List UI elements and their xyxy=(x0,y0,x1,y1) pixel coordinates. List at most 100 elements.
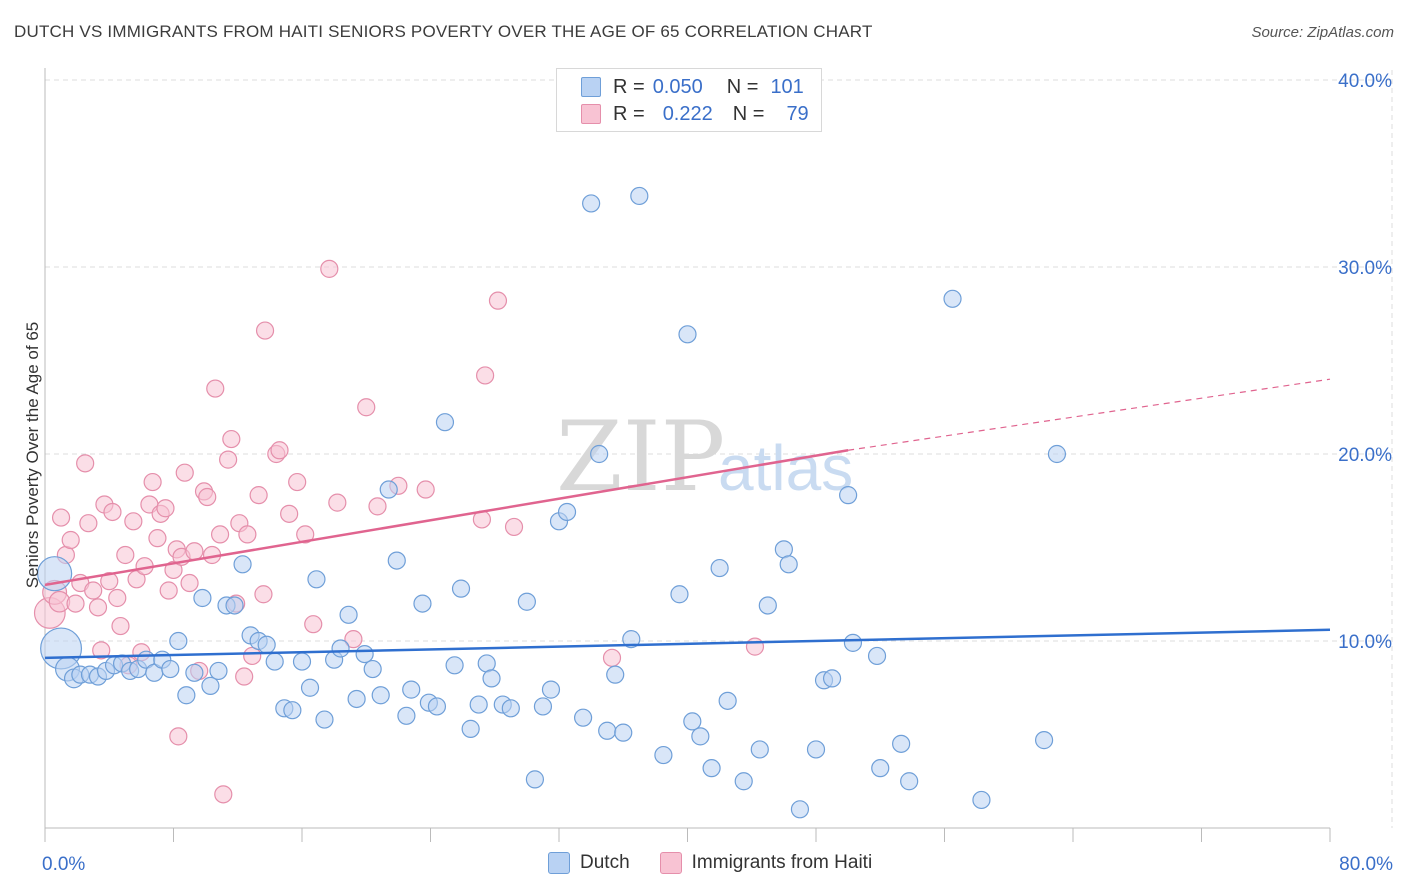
haiti-point-56 xyxy=(280,504,299,523)
dutch-point-30 xyxy=(283,701,302,720)
haiti-n-value: 79 xyxy=(786,102,809,125)
haiti-point-42 xyxy=(210,525,230,544)
haiti-trend-extension xyxy=(848,378,1331,451)
dutch-point-66 xyxy=(590,444,609,464)
x-tick-labels: 0.0% 80.0% xyxy=(42,854,1393,875)
dutch-point-69 xyxy=(614,723,633,742)
haiti-point-45 xyxy=(222,429,241,449)
grid xyxy=(45,70,1393,828)
dutch-point-53 xyxy=(469,695,488,714)
haiti-point-20 xyxy=(124,512,143,531)
haiti-point-28 xyxy=(156,499,175,518)
dutch-point-33 xyxy=(307,570,326,589)
haiti-point-6 xyxy=(66,594,85,613)
series-legend: Dutch Immigrants from Haiti xyxy=(548,852,902,874)
haiti-point-15 xyxy=(103,502,122,522)
stats-row-dutch: R = 0.050 N = 101 xyxy=(557,73,804,101)
haiti-point-66 xyxy=(416,480,435,499)
legend-haiti-swatch xyxy=(659,852,682,874)
haiti-point-63 xyxy=(357,398,376,417)
dutch-point-52 xyxy=(461,719,480,738)
dutch-point-75 xyxy=(683,712,702,731)
dutch-point-84 xyxy=(779,555,798,574)
haiti-swatch xyxy=(581,104,601,124)
dutch-point-34 xyxy=(315,710,334,729)
y-tick-label-2: 30.0% xyxy=(1338,258,1392,279)
haiti-n-label: N = xyxy=(732,102,765,125)
haiti-point-9 xyxy=(79,514,98,533)
chart-title: DUTCH VS IMMIGRANTS FROM HAITI SENIORS P… xyxy=(14,22,873,41)
haiti-point-39 xyxy=(198,487,217,507)
dutch-point-21 xyxy=(209,661,228,681)
haiti-point-17 xyxy=(111,616,130,636)
legend-item-dutch: Dutch xyxy=(548,852,630,874)
axes xyxy=(44,68,1331,842)
stats-legend: R = 0.050 N = 101 R = 0.222 N = 79 xyxy=(556,68,822,132)
haiti-point-69 xyxy=(488,291,508,310)
dutch-point-70 xyxy=(622,630,641,649)
haiti-point-41 xyxy=(206,379,225,398)
dutch-point-71 xyxy=(630,186,649,206)
dutch-point-73 xyxy=(670,585,689,604)
trend-lines xyxy=(44,378,1331,660)
dutch-point-97 xyxy=(1034,731,1054,750)
haiti-point-61 xyxy=(328,493,347,512)
dutch-point-40 xyxy=(363,659,382,679)
haiti-point-48 xyxy=(235,667,254,686)
haiti-point-10 xyxy=(84,581,103,600)
dutch-point-77 xyxy=(702,759,721,778)
haiti-point-14 xyxy=(100,572,119,591)
dutch-point-57 xyxy=(501,699,520,718)
dutch-point-18 xyxy=(185,663,204,682)
dutch-trend-line xyxy=(44,628,1331,660)
haiti-point-55 xyxy=(270,441,289,460)
dutch-point-82 xyxy=(758,596,777,615)
haiti-point-35 xyxy=(180,573,199,593)
haiti-point-33 xyxy=(169,727,188,746)
haiti-point-72 xyxy=(745,637,765,656)
legend-haiti-label: Immigrants from Haiti xyxy=(691,852,873,873)
dutch-r-label: R = xyxy=(613,75,645,98)
y-tick-labels: 10.0% 20.0% 30.0% 40.0% xyxy=(1338,71,1392,653)
haiti-point-53 xyxy=(255,321,275,340)
dutch-point-20 xyxy=(201,676,220,695)
dutch-point-0 xyxy=(37,556,73,592)
dutch-point-63 xyxy=(557,502,577,522)
dutch-n-label: N = xyxy=(726,75,759,98)
haiti-point-68 xyxy=(476,366,495,385)
dutch-point-85 xyxy=(790,800,810,819)
dutch-point-32 xyxy=(300,678,320,697)
dutch-point-39 xyxy=(355,644,374,664)
dutch-n-value: 101 xyxy=(770,75,804,98)
haiti-r-label: R = xyxy=(613,102,645,125)
dutch-point-31 xyxy=(292,652,312,671)
dutch-point-86 xyxy=(806,740,826,759)
haiti-point-5 xyxy=(61,530,80,550)
haiti-point-26 xyxy=(148,529,167,548)
dutch-point-90 xyxy=(843,633,863,652)
dutch-point-37 xyxy=(339,605,358,624)
dutch-point-67 xyxy=(598,721,617,740)
source-label: Source: ZipAtlas.com xyxy=(1251,24,1394,41)
haiti-point-11 xyxy=(88,598,108,617)
y-axis-label: Seniors Poverty Over the Age of 65 xyxy=(23,322,42,588)
haiti-point-12 xyxy=(92,641,111,660)
dutch-point-92 xyxy=(871,759,890,778)
dutch-swatch xyxy=(581,77,601,97)
legend-item-haiti: Immigrants from Haiti xyxy=(659,852,873,874)
dutch-point-59 xyxy=(525,770,545,789)
dutch-point-17 xyxy=(177,686,196,705)
dutch-point-51 xyxy=(451,579,471,598)
dutch-point-23 xyxy=(225,596,244,615)
dutch-point-42 xyxy=(379,480,398,499)
dutch-point-95 xyxy=(943,289,962,308)
dutch-point-91 xyxy=(867,646,887,666)
y-tick-label-3: 40.0% xyxy=(1338,71,1392,92)
dutch-point-36 xyxy=(331,639,350,658)
haiti-point-51 xyxy=(249,486,268,505)
haiti-point-64 xyxy=(368,497,387,516)
haiti-point-36 xyxy=(185,542,204,561)
dutch-point-45 xyxy=(402,680,421,699)
dutch-point-48 xyxy=(427,697,447,716)
haiti-point-25 xyxy=(143,472,162,492)
